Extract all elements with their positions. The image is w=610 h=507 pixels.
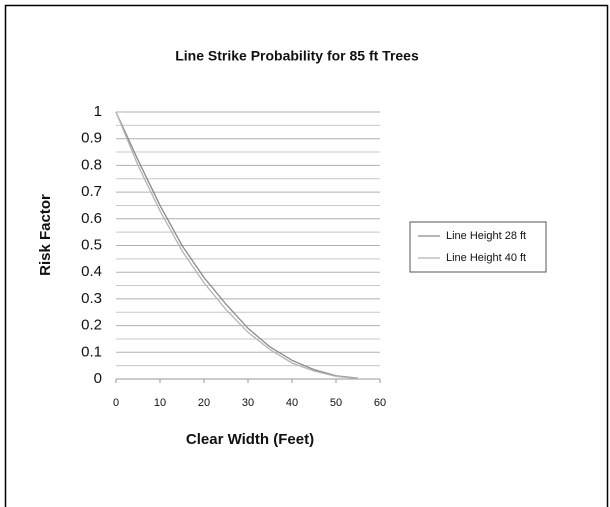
line-series [115,111,359,379]
y-axis-label: Risk Factor [37,194,54,276]
line-series [115,111,359,380]
y-tick-label: 0 [94,370,102,387]
x-tick-label: 60 [374,397,386,409]
x-tick-label: 50 [330,397,342,409]
y-tick-label: 0.9 [81,130,102,147]
y-tick-label: 0.2 [81,317,102,334]
y-tick-label: 0.7 [81,183,102,200]
legend-label: Line Height 40 ft [446,252,526,264]
x-tick-label: 30 [242,397,254,409]
y-tick-label: 0.3 [81,290,102,307]
chart-title: Line Strike Probability for 85 ft Trees [175,48,419,64]
y-tick-label: 1 [94,103,102,120]
legend-box [409,221,547,273]
y-tick-label: 0.6 [81,210,102,227]
x-tick-label: 40 [286,397,298,409]
x-tick-label: 20 [198,397,210,409]
x-tick-label: 10 [154,397,166,409]
y-tick-label: 0.8 [81,156,102,173]
y-tick-label: 0.4 [81,263,102,280]
x-axis-label: Clear Width (Feet) [186,431,314,448]
legend-label: Line Height 28 ft [446,230,526,242]
x-tick-label: 0 [113,397,119,409]
y-tick-label: 0.5 [81,236,102,253]
y-tick-label: 0.1 [81,343,102,360]
